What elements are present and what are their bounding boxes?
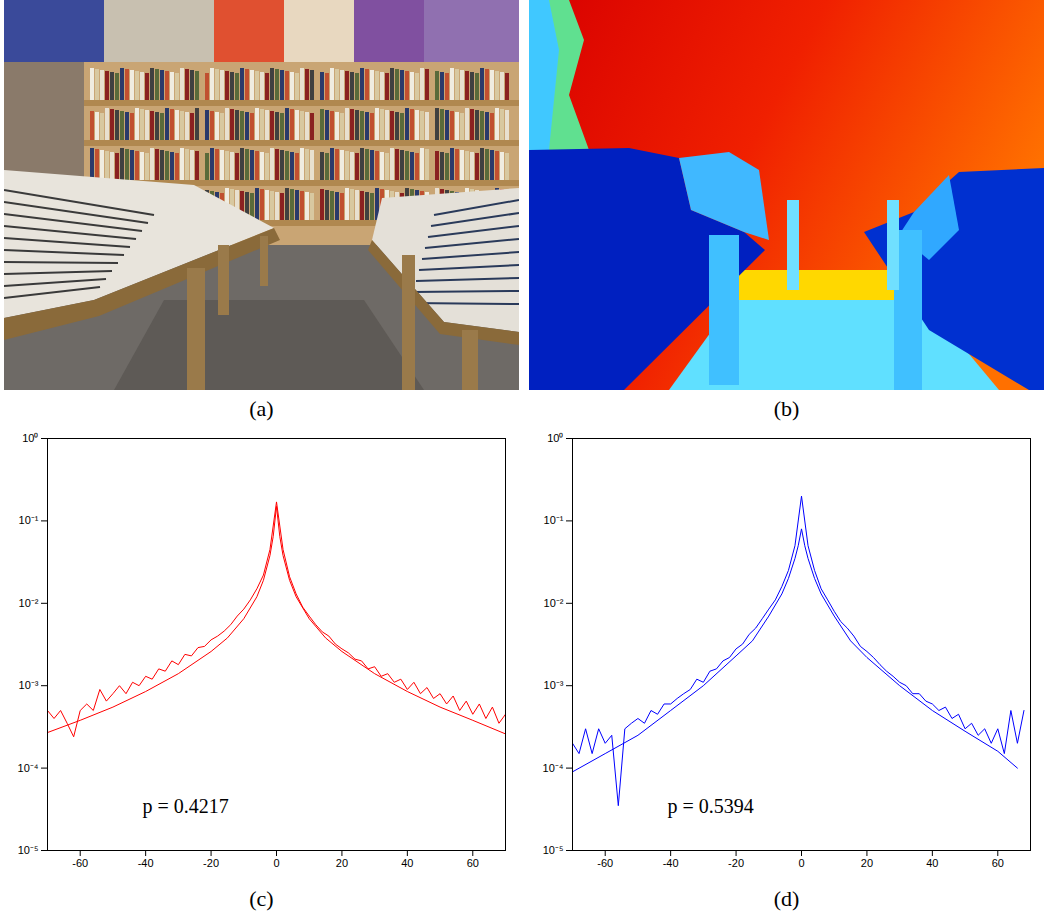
- svg-text:-20: -20: [203, 857, 219, 869]
- html-text:(a): (a): [249, 396, 274, 421]
- svg-text:0: 0: [273, 857, 279, 869]
- svg-text:10⁰: 10⁰: [22, 432, 38, 444]
- svg-text:10⁰: 10⁰: [547, 432, 563, 444]
- svg-text:-20: -20: [728, 857, 744, 869]
- svg-text:10⁻⁴: 10⁻⁴: [18, 762, 39, 774]
- svg-text:60: 60: [992, 857, 1004, 869]
- svg-text:-40: -40: [663, 857, 679, 869]
- svg-text:-60: -60: [597, 857, 613, 869]
- svg-text:p = 0.5394: p = 0.5394: [668, 795, 754, 818]
- svg-text:-40: -40: [138, 857, 154, 869]
- svg-text:10⁻⁵: 10⁻⁵: [543, 844, 564, 856]
- html-text:(b): (b): [773, 396, 800, 421]
- svg-text:10⁻²: 10⁻²: [19, 597, 39, 609]
- html-text:(d): (d): [773, 886, 800, 911]
- svg-text:40: 40: [926, 857, 938, 869]
- svg-text:20: 20: [336, 857, 348, 869]
- svg-text:10⁻⁴: 10⁻⁴: [543, 762, 564, 774]
- svg-text:10⁻²: 10⁻²: [544, 597, 564, 609]
- svg-text:10⁻³: 10⁻³: [19, 679, 39, 691]
- svg-text:10⁻³: 10⁻³: [544, 679, 564, 691]
- svg-text:20: 20: [861, 857, 873, 869]
- svg-text:0: 0: [798, 857, 804, 869]
- svg-text:60: 60: [467, 857, 479, 869]
- svg-text:40: 40: [401, 857, 413, 869]
- svg-text:-60: -60: [72, 857, 88, 869]
- svg-text:10⁻⁵: 10⁻⁵: [18, 844, 39, 856]
- svg-text:10⁻¹: 10⁻¹: [19, 514, 39, 526]
- html-text:(c): (c): [249, 886, 274, 911]
- svg-text:p = 0.4217: p = 0.4217: [143, 795, 229, 818]
- svg-text:10⁻¹: 10⁻¹: [544, 514, 564, 526]
